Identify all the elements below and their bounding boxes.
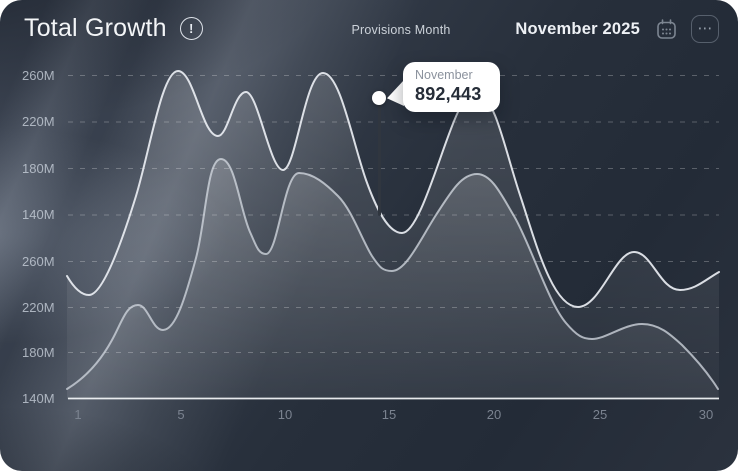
y-axis-label: 260M xyxy=(22,67,55,83)
series-peaks-fill xyxy=(67,71,719,399)
x-axis-label: 5 xyxy=(177,407,185,422)
provisions-month-label: Provisions Month xyxy=(351,23,451,37)
ellipsis-icon: ⋯ xyxy=(697,19,713,37)
x-axis-label: 20 xyxy=(486,407,502,422)
series-peaks-line xyxy=(66,69,720,309)
x-axis-label: 25 xyxy=(592,407,608,422)
x-axis-label: 1 xyxy=(74,407,82,422)
tooltip-value: 892,443 xyxy=(415,84,482,104)
info-icon[interactable]: ! xyxy=(179,17,203,40)
calendar-icon[interactable] xyxy=(655,18,678,41)
period-selector[interactable]: November 2025 xyxy=(515,19,640,38)
y-axis-label: 220M xyxy=(22,299,55,315)
y-axis-label: 180M xyxy=(22,344,55,360)
y-axis-label: 140M xyxy=(22,390,55,406)
header-right: November 2025 ⋯ xyxy=(515,15,719,43)
y-axis-label: 220M xyxy=(22,114,55,129)
y-axis-label: 260M xyxy=(22,253,55,269)
marker-line xyxy=(378,102,381,216)
y-axis-label: 140M xyxy=(22,207,55,222)
header-left: Total Growth ! xyxy=(24,14,203,43)
page-title: Total Growth xyxy=(24,14,167,42)
x-axis-label: 15 xyxy=(381,407,397,422)
x-axis-label: 30 xyxy=(698,407,714,422)
y-axis-label: 180M xyxy=(22,160,55,176)
marker-dot xyxy=(372,91,386,105)
tooltip-month: November xyxy=(415,68,473,82)
x-axis-label: 10 xyxy=(277,407,293,422)
more-menu-button[interactable]: ⋯ xyxy=(691,15,719,43)
tooltip: November 892,443 xyxy=(403,62,500,112)
